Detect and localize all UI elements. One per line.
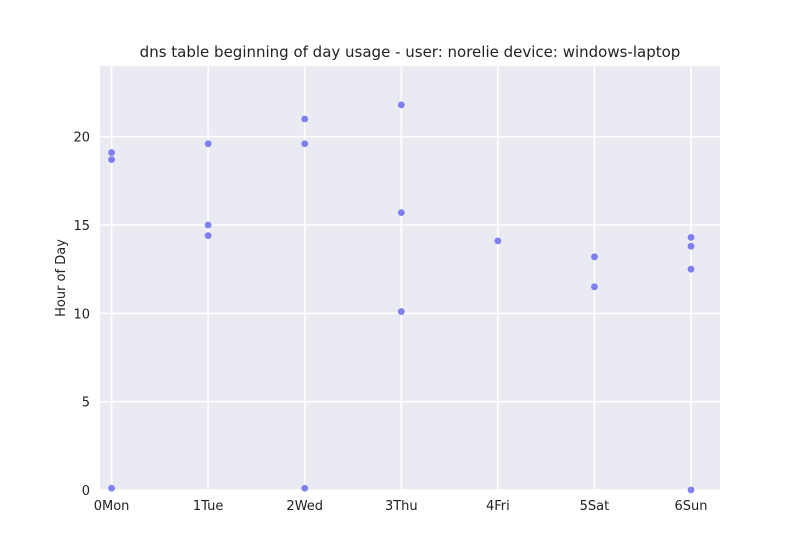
- x-tick-label: 4Fri: [486, 499, 510, 514]
- y-tick-label: 20: [73, 131, 90, 146]
- data-point: [108, 484, 115, 492]
- data-point: [397, 308, 405, 315]
- x-tick-labels: 0Mon 1Tue 2Wed 3Thu 4Fri 5Sat 6Sun: [94, 499, 708, 514]
- y-tick-label: 10: [73, 307, 90, 322]
- data-point: [687, 233, 695, 241]
- x-tick-label: 0Mon: [94, 499, 130, 514]
- data-point: [204, 221, 212, 229]
- data-point: [591, 283, 598, 291]
- data-point: [494, 237, 502, 245]
- x-tick-label: 1Tue: [193, 499, 223, 514]
- y-tick-label: 0: [82, 484, 90, 499]
- data-point: [108, 149, 115, 156]
- data-point: [301, 140, 309, 148]
- data-point: [397, 209, 405, 217]
- x-tick-label: 2Wed: [286, 499, 323, 514]
- data-points: [108, 101, 695, 494]
- y-tick-label: 5: [82, 396, 90, 411]
- data-point: [687, 242, 695, 250]
- data-point: [687, 486, 695, 494]
- x-tick-label: 6Sun: [675, 499, 708, 514]
- data-point: [591, 253, 598, 261]
- y-axis-label: Hour of Day: [54, 239, 69, 317]
- data-point: [204, 140, 212, 148]
- plot-area: [100, 66, 720, 490]
- x-tick-label: 5Sat: [580, 499, 610, 514]
- y-tick-label: 15: [73, 219, 90, 234]
- data-point: [301, 115, 309, 123]
- data-point: [204, 232, 212, 240]
- data-point: [687, 265, 695, 273]
- data-point: [301, 484, 309, 492]
- data-point: [108, 156, 115, 164]
- data-point: [397, 101, 405, 109]
- chart-title: dns table beginning of day usage - user:…: [140, 43, 681, 61]
- grid-lines: [100, 66, 720, 491]
- y-tick-labels: 0 5 10 15 20: [73, 131, 90, 499]
- x-tick-label: 3Thu: [385, 499, 418, 514]
